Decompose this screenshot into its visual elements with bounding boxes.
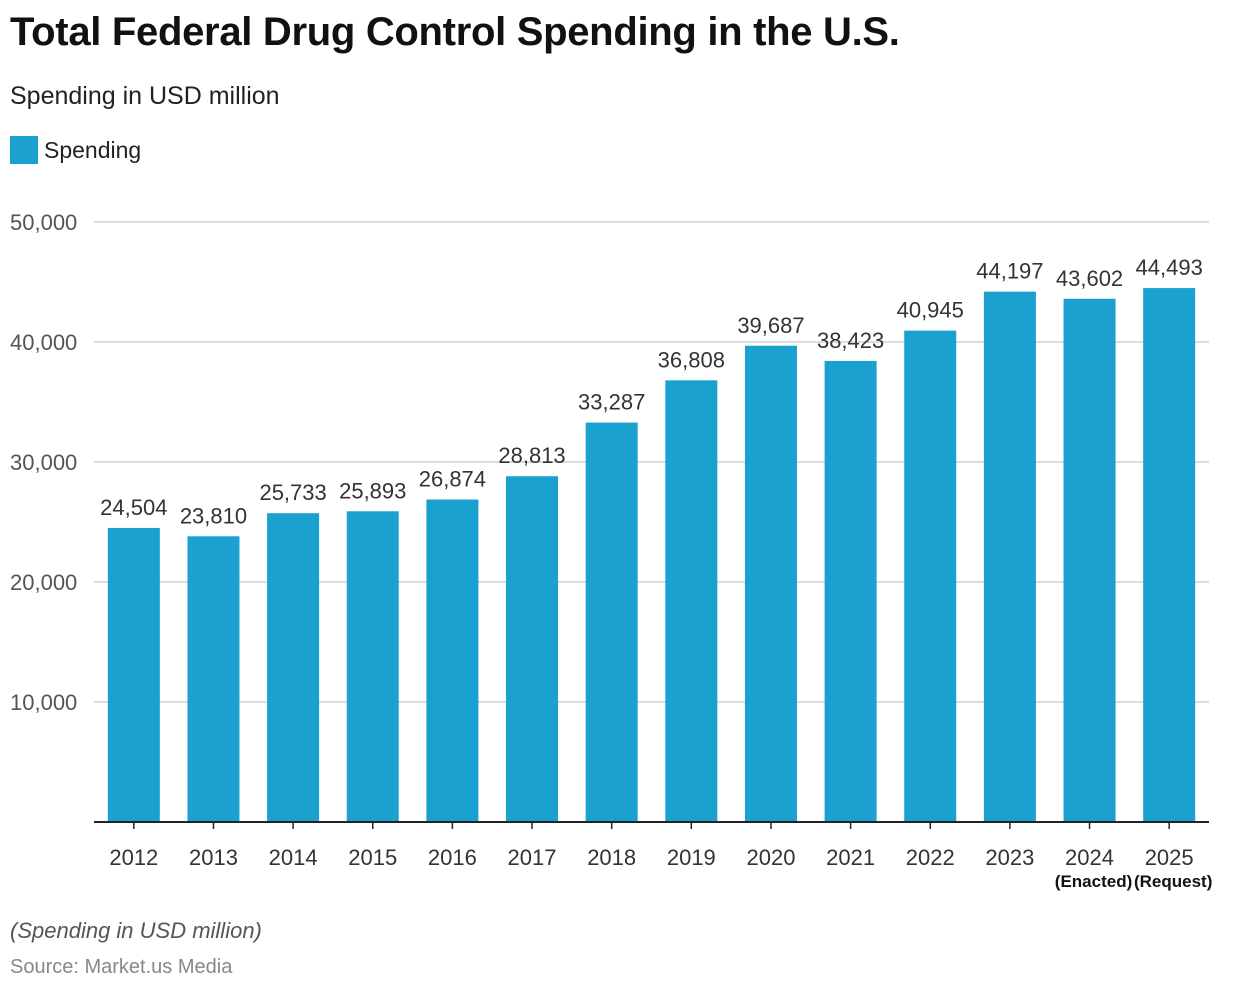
x-tick-label: 2025 (1145, 845, 1194, 870)
data-label: 24,504 (100, 495, 167, 520)
x-tick-label: 2024 (1065, 845, 1114, 870)
data-label: 28,813 (498, 443, 565, 468)
x-tick-label: 2012 (109, 845, 158, 870)
data-label: 43,602 (1056, 266, 1123, 291)
bar-2021 (824, 360, 877, 822)
bar-2024 (1063, 298, 1116, 822)
y-tick-label: 20,000 (10, 570, 77, 595)
bar-2022 (904, 330, 957, 822)
data-label: 44,493 (1136, 255, 1203, 280)
bar-2019 (665, 380, 718, 822)
y-tick-label: 10,000 (10, 690, 77, 715)
x-tick-label: 2013 (189, 845, 238, 870)
data-label: 33,287 (578, 390, 645, 415)
data-label: 25,733 (259, 480, 326, 505)
legend: Spending (10, 136, 141, 164)
data-label: 40,945 (897, 298, 964, 323)
data-label: 26,874 (419, 467, 486, 492)
x-tick-label: 2018 (587, 845, 636, 870)
data-label: 25,893 (339, 478, 406, 503)
x-tick-label: 2016 (428, 845, 477, 870)
footer-source: Source: Market.us Media (10, 956, 233, 978)
y-tick-label: 50,000 (10, 210, 77, 235)
bar-2018 (585, 422, 638, 822)
chart-title: Total Federal Drug Control Spending in t… (10, 10, 900, 54)
bar-2014 (267, 513, 320, 822)
x-tick-label: 2015 (348, 845, 397, 870)
bar-2020 (744, 345, 797, 822)
x-tick-sublabel: (Enacted) (1055, 872, 1132, 891)
x-tick-label: 2020 (746, 845, 795, 870)
legend-label: Spending (44, 136, 142, 163)
data-label: 38,423 (817, 328, 884, 353)
x-tick-label: 2019 (667, 845, 716, 870)
bar-2025 (1143, 288, 1196, 823)
x-tick-label: 2022 (906, 845, 955, 870)
footer-note: (Spending in USD million) (10, 918, 262, 943)
bar-2016 (426, 499, 479, 822)
chart-subtitle: Spending in USD million (10, 82, 280, 110)
bar-2012 (107, 527, 160, 822)
data-label: 23,810 (180, 503, 247, 528)
x-tick-label: 2017 (508, 845, 557, 870)
bar-2017 (506, 476, 559, 822)
y-tick-label: 40,000 (10, 330, 77, 355)
x-tick-label: 2023 (985, 845, 1034, 870)
bar-2013 (187, 536, 240, 822)
data-label: 36,808 (658, 347, 725, 372)
data-label: 44,197 (976, 259, 1043, 284)
x-tick-label: 2014 (269, 845, 318, 870)
data-label: 39,687 (737, 313, 804, 338)
y-tick-label: 30,000 (10, 450, 77, 475)
bar-2015 (346, 511, 399, 822)
bar-2023 (983, 291, 1036, 822)
x-tick-label: 2021 (826, 845, 875, 870)
legend-swatch (10, 136, 38, 164)
x-tick-sublabel: (Request) (1134, 872, 1212, 891)
